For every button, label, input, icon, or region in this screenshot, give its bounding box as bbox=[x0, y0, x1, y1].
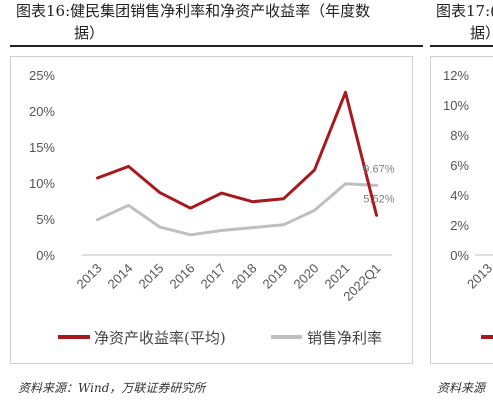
chart-title-left-line2: 据） bbox=[74, 24, 105, 42]
source-note-left: 资料来源：Wind，万联证券研究所 bbox=[18, 381, 206, 395]
x-tick-label: 2016 bbox=[167, 261, 198, 292]
right-line-chart-partial: 12% 10% 8% 6% 4% 2% 0% 2013 bbox=[443, 68, 493, 339]
y-tick-label: 15% bbox=[29, 140, 55, 155]
x-tick-label: 2020 bbox=[291, 261, 322, 292]
data-label: 5.52% bbox=[363, 193, 394, 205]
series-line-roe bbox=[96, 90, 378, 217]
series-line-net-margin bbox=[96, 182, 378, 237]
x-tick-label: 2018 bbox=[229, 261, 260, 292]
y-tick-label-right: 6% bbox=[450, 158, 469, 173]
y-tick-label: 5% bbox=[36, 212, 55, 227]
chart-title-left: 图表16:健民集团销售净利率和净资产收益率（年度数 据） bbox=[16, 0, 370, 44]
legend-label-net-margin: 销售净利率 bbox=[307, 329, 382, 347]
y-tick-label-right: 2% bbox=[450, 218, 469, 233]
y-tick-label: 25% bbox=[29, 68, 55, 83]
chart-title-right: 图表17:( 据） bbox=[436, 0, 493, 44]
y-tick-label-right: 0% bbox=[450, 248, 469, 263]
data-label: 9.67% bbox=[363, 163, 394, 175]
y-tick-label: 20% bbox=[29, 104, 55, 119]
chart-frame-right bbox=[430, 56, 493, 364]
chart-frame-left bbox=[10, 56, 413, 364]
x-tick-label: 2014 bbox=[105, 261, 136, 292]
x-tick-label: 2013 bbox=[74, 261, 105, 292]
x-tick-label: 2019 bbox=[260, 261, 291, 292]
y-tick-label-right: 4% bbox=[450, 188, 469, 203]
line-chart: 0%5%10%15%20%25% 2013 2014 2015 2016 2017 201… bbox=[29, 68, 395, 347]
chart-title-left-line1: 图表16:健民集团销售净利率和净资产收益率（年度数 bbox=[16, 2, 371, 20]
y-tick-label-right: 10% bbox=[443, 98, 469, 113]
y-tick-label-right: 12% bbox=[443, 68, 469, 83]
x-tick-label-right: 2013 bbox=[464, 261, 493, 292]
legend-label-roe: 净资产收益率(平均) bbox=[94, 329, 226, 347]
chart-title-right-line2: 据） bbox=[470, 24, 493, 42]
y-tick-label: 0% bbox=[36, 248, 55, 263]
source-note-right: 资料来源 bbox=[437, 381, 486, 395]
x-tick-label: 2017 bbox=[198, 261, 229, 292]
y-tick-label: 10% bbox=[29, 176, 55, 191]
chart-title-right-line1: 图表17:( bbox=[436, 2, 493, 20]
y-tick-label-right: 8% bbox=[450, 128, 469, 143]
x-tick-label: 2015 bbox=[136, 261, 167, 292]
title-rule-left bbox=[10, 45, 423, 47]
title-rule-right bbox=[430, 45, 493, 47]
